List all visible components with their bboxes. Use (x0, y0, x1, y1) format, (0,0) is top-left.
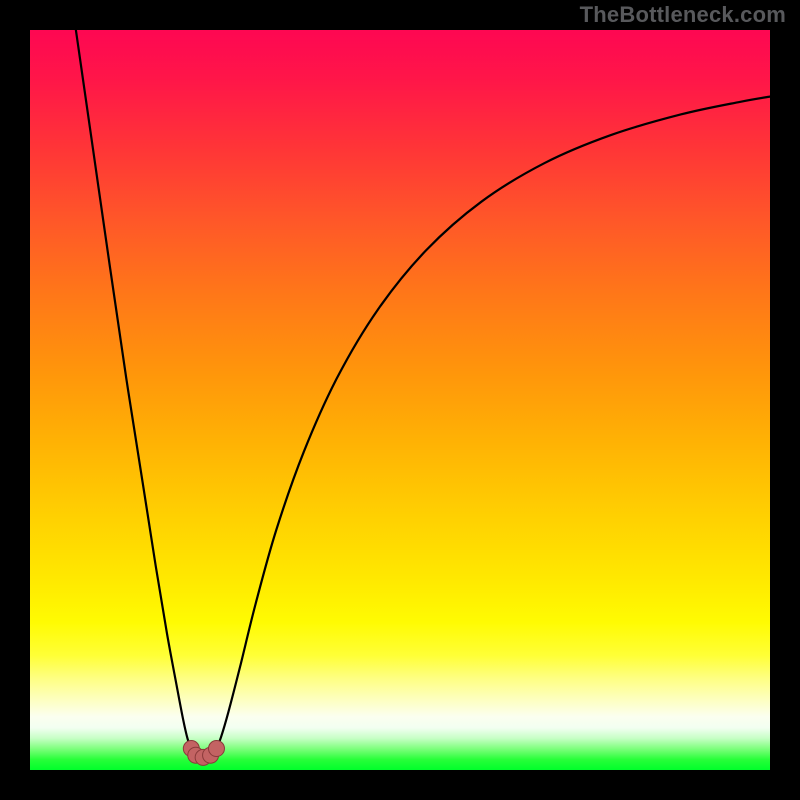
watermark-text: TheBottleneck.com (580, 2, 786, 28)
marker-dot (208, 741, 224, 757)
bottleneck-chart-svg (30, 30, 770, 770)
gradient-background (30, 30, 770, 770)
chart-stage: TheBottleneck.com (0, 0, 800, 800)
